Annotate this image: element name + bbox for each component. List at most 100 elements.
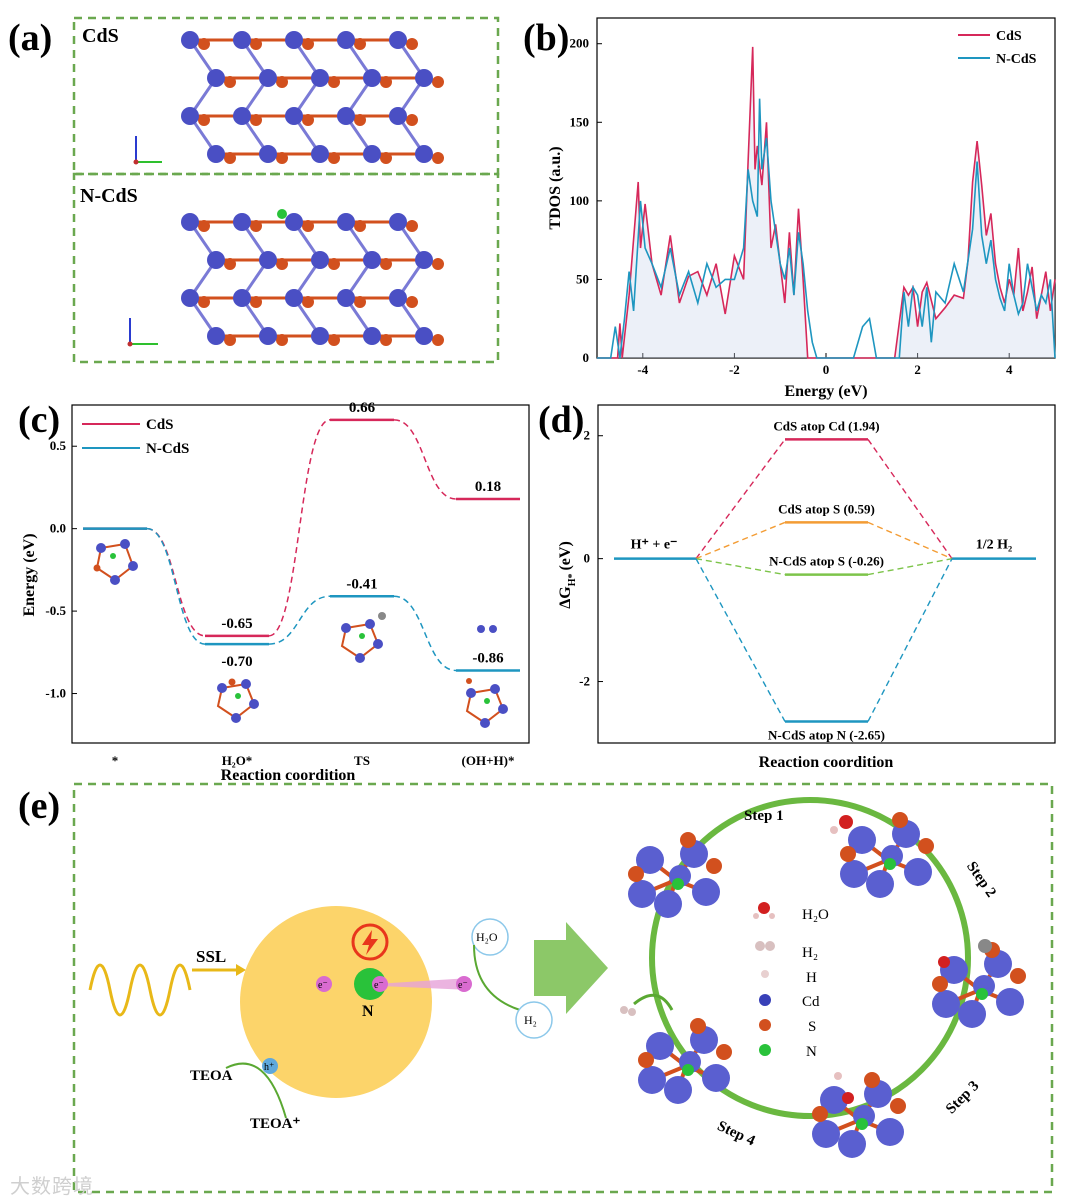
axis-triad-top	[133, 136, 162, 165]
electron-2	[372, 976, 388, 992]
dgh-connector-right	[867, 521, 953, 560]
cd-atom	[415, 69, 433, 87]
cd-atom	[337, 31, 355, 49]
cd-atom	[285, 107, 303, 125]
panel-b-tag: (b)	[523, 17, 569, 59]
dgh-connector-left	[695, 557, 786, 576]
catalyst-cluster	[812, 1072, 906, 1158]
dgh-ytick-label: -2	[579, 674, 590, 689]
s-atom	[224, 334, 236, 346]
energy-connector-cds	[268, 419, 331, 637]
dgh-series: H⁺ + e⁻ 1/2 H₂ CdS atop Cd (1.94) CdS atop …	[614, 418, 1036, 742]
s-atom	[250, 220, 262, 232]
catalyst-cluster	[638, 1018, 732, 1104]
catalyst-cluster	[628, 832, 722, 918]
s-atom	[250, 38, 262, 50]
tdos-legend-ncds: N-CdS	[996, 52, 1037, 67]
s-atom	[250, 114, 262, 126]
s-atom	[276, 258, 288, 270]
energy-plot-frame	[71, 404, 530, 744]
s-atom	[302, 38, 314, 50]
structure-thumb-ohh	[465, 625, 508, 728]
light-label: SSL	[196, 947, 226, 966]
tdos-ytick-label: 150	[570, 114, 590, 129]
s-atom	[328, 76, 340, 88]
s-atom	[406, 296, 418, 308]
cd-atom	[337, 289, 355, 307]
panel-c: (c) 0.50.0-0.5-1.0* H₂O* TS (OH+H)* -0.650.…	[18, 399, 530, 784]
n-atom	[277, 209, 287, 219]
catalyst-cluster	[840, 812, 934, 898]
s-atom	[198, 296, 210, 308]
cd-atom	[181, 31, 199, 49]
cd-atom	[181, 213, 199, 231]
cd-atom	[337, 213, 355, 231]
watermark: 大数跨境	[10, 1174, 94, 1198]
structure-thumb-star	[93, 539, 138, 585]
energy-category-label: H₂O*	[222, 753, 253, 768]
cd-atom	[415, 327, 433, 345]
energy-ytick-label: -1.0	[45, 686, 66, 701]
s-atom	[354, 220, 366, 232]
tdos-xtick-label: 0	[823, 362, 830, 377]
energy-category-label: TS	[354, 753, 370, 768]
s-atom	[380, 334, 392, 346]
tdos-legend-cds: CdS	[996, 29, 1022, 44]
s-atom	[276, 152, 288, 164]
energy-connector-cds	[146, 527, 206, 637]
cd-atom	[389, 213, 407, 231]
cds-label: CdS	[82, 25, 119, 47]
panel-a-tag: (a)	[8, 17, 52, 59]
energy-ytick-label: -0.5	[45, 603, 66, 618]
legend-h: H	[806, 970, 817, 986]
dgh-connector-right	[867, 557, 953, 576]
h2-release	[620, 1006, 628, 1014]
tdos-line-ncds	[597, 98, 1056, 359]
energy-value-label-ncds: -0.86	[472, 650, 504, 666]
cd-atom	[415, 251, 433, 269]
dgh-start-label: H⁺ + e⁻	[631, 538, 678, 553]
dgh-connector-left	[695, 438, 786, 560]
energy-legend: CdS N-CdS	[82, 417, 189, 457]
legend-s: S	[808, 1019, 816, 1035]
cd-atom	[233, 31, 251, 49]
s-atom	[224, 152, 236, 164]
cd-atom	[363, 69, 381, 87]
tdos-xlabel: Energy (eV)	[784, 383, 867, 400]
h2-bubble-label: H₂	[524, 1013, 537, 1027]
energy-xlabel: Reaction coordition	[221, 767, 356, 784]
s-atom	[432, 152, 444, 164]
legend-cd: Cd	[802, 994, 820, 1010]
cd-atom	[233, 289, 251, 307]
panel-d-tag: (d)	[538, 399, 584, 441]
panel-a-bottom-frame	[72, 172, 500, 364]
energy-ytick-label: 0.5	[50, 438, 67, 453]
panel-e-frame	[72, 782, 1054, 1194]
structure-thumb-h2o	[216, 678, 259, 723]
dgh-axis-ticks: 2 0 -2	[579, 428, 603, 689]
energy-legend-ncds: N-CdS	[146, 441, 189, 457]
panel-d: (d) 2 0 -2 H⁺ + e⁻ 1/2 H₂ CdS atop Cd (1.94)…	[538, 399, 1056, 771]
s-atom	[432, 258, 444, 270]
n-site	[354, 968, 386, 1000]
dgh-connector-left	[695, 558, 786, 722]
s-atom	[302, 220, 314, 232]
panel-b: (b) -4 -2 0 2 4 0 50 100 150 200 Energy (eV) TDOS…	[523, 17, 1056, 400]
hole-label: h⁺	[264, 1062, 274, 1073]
cd-atom	[259, 251, 277, 269]
s-atom	[302, 296, 314, 308]
energy-connector-ncds	[268, 595, 331, 645]
ncds-lattice	[181, 209, 444, 346]
tdos-xtick-label: 2	[914, 362, 921, 377]
s-atom	[406, 220, 418, 232]
dgh-xlabel: Reaction coordition	[759, 754, 894, 771]
h-atom	[834, 1072, 842, 1080]
teoa-arrow	[225, 1062, 287, 1119]
s-atom	[198, 220, 210, 232]
s-atom	[354, 38, 366, 50]
s-atom	[354, 114, 366, 126]
tdos-xtick-label: -2	[729, 362, 740, 377]
s-atom	[250, 296, 262, 308]
dgh-series-label: N-CdS atop N (-2.65)	[768, 727, 885, 742]
dgh-ytick-label: 0	[584, 551, 591, 566]
